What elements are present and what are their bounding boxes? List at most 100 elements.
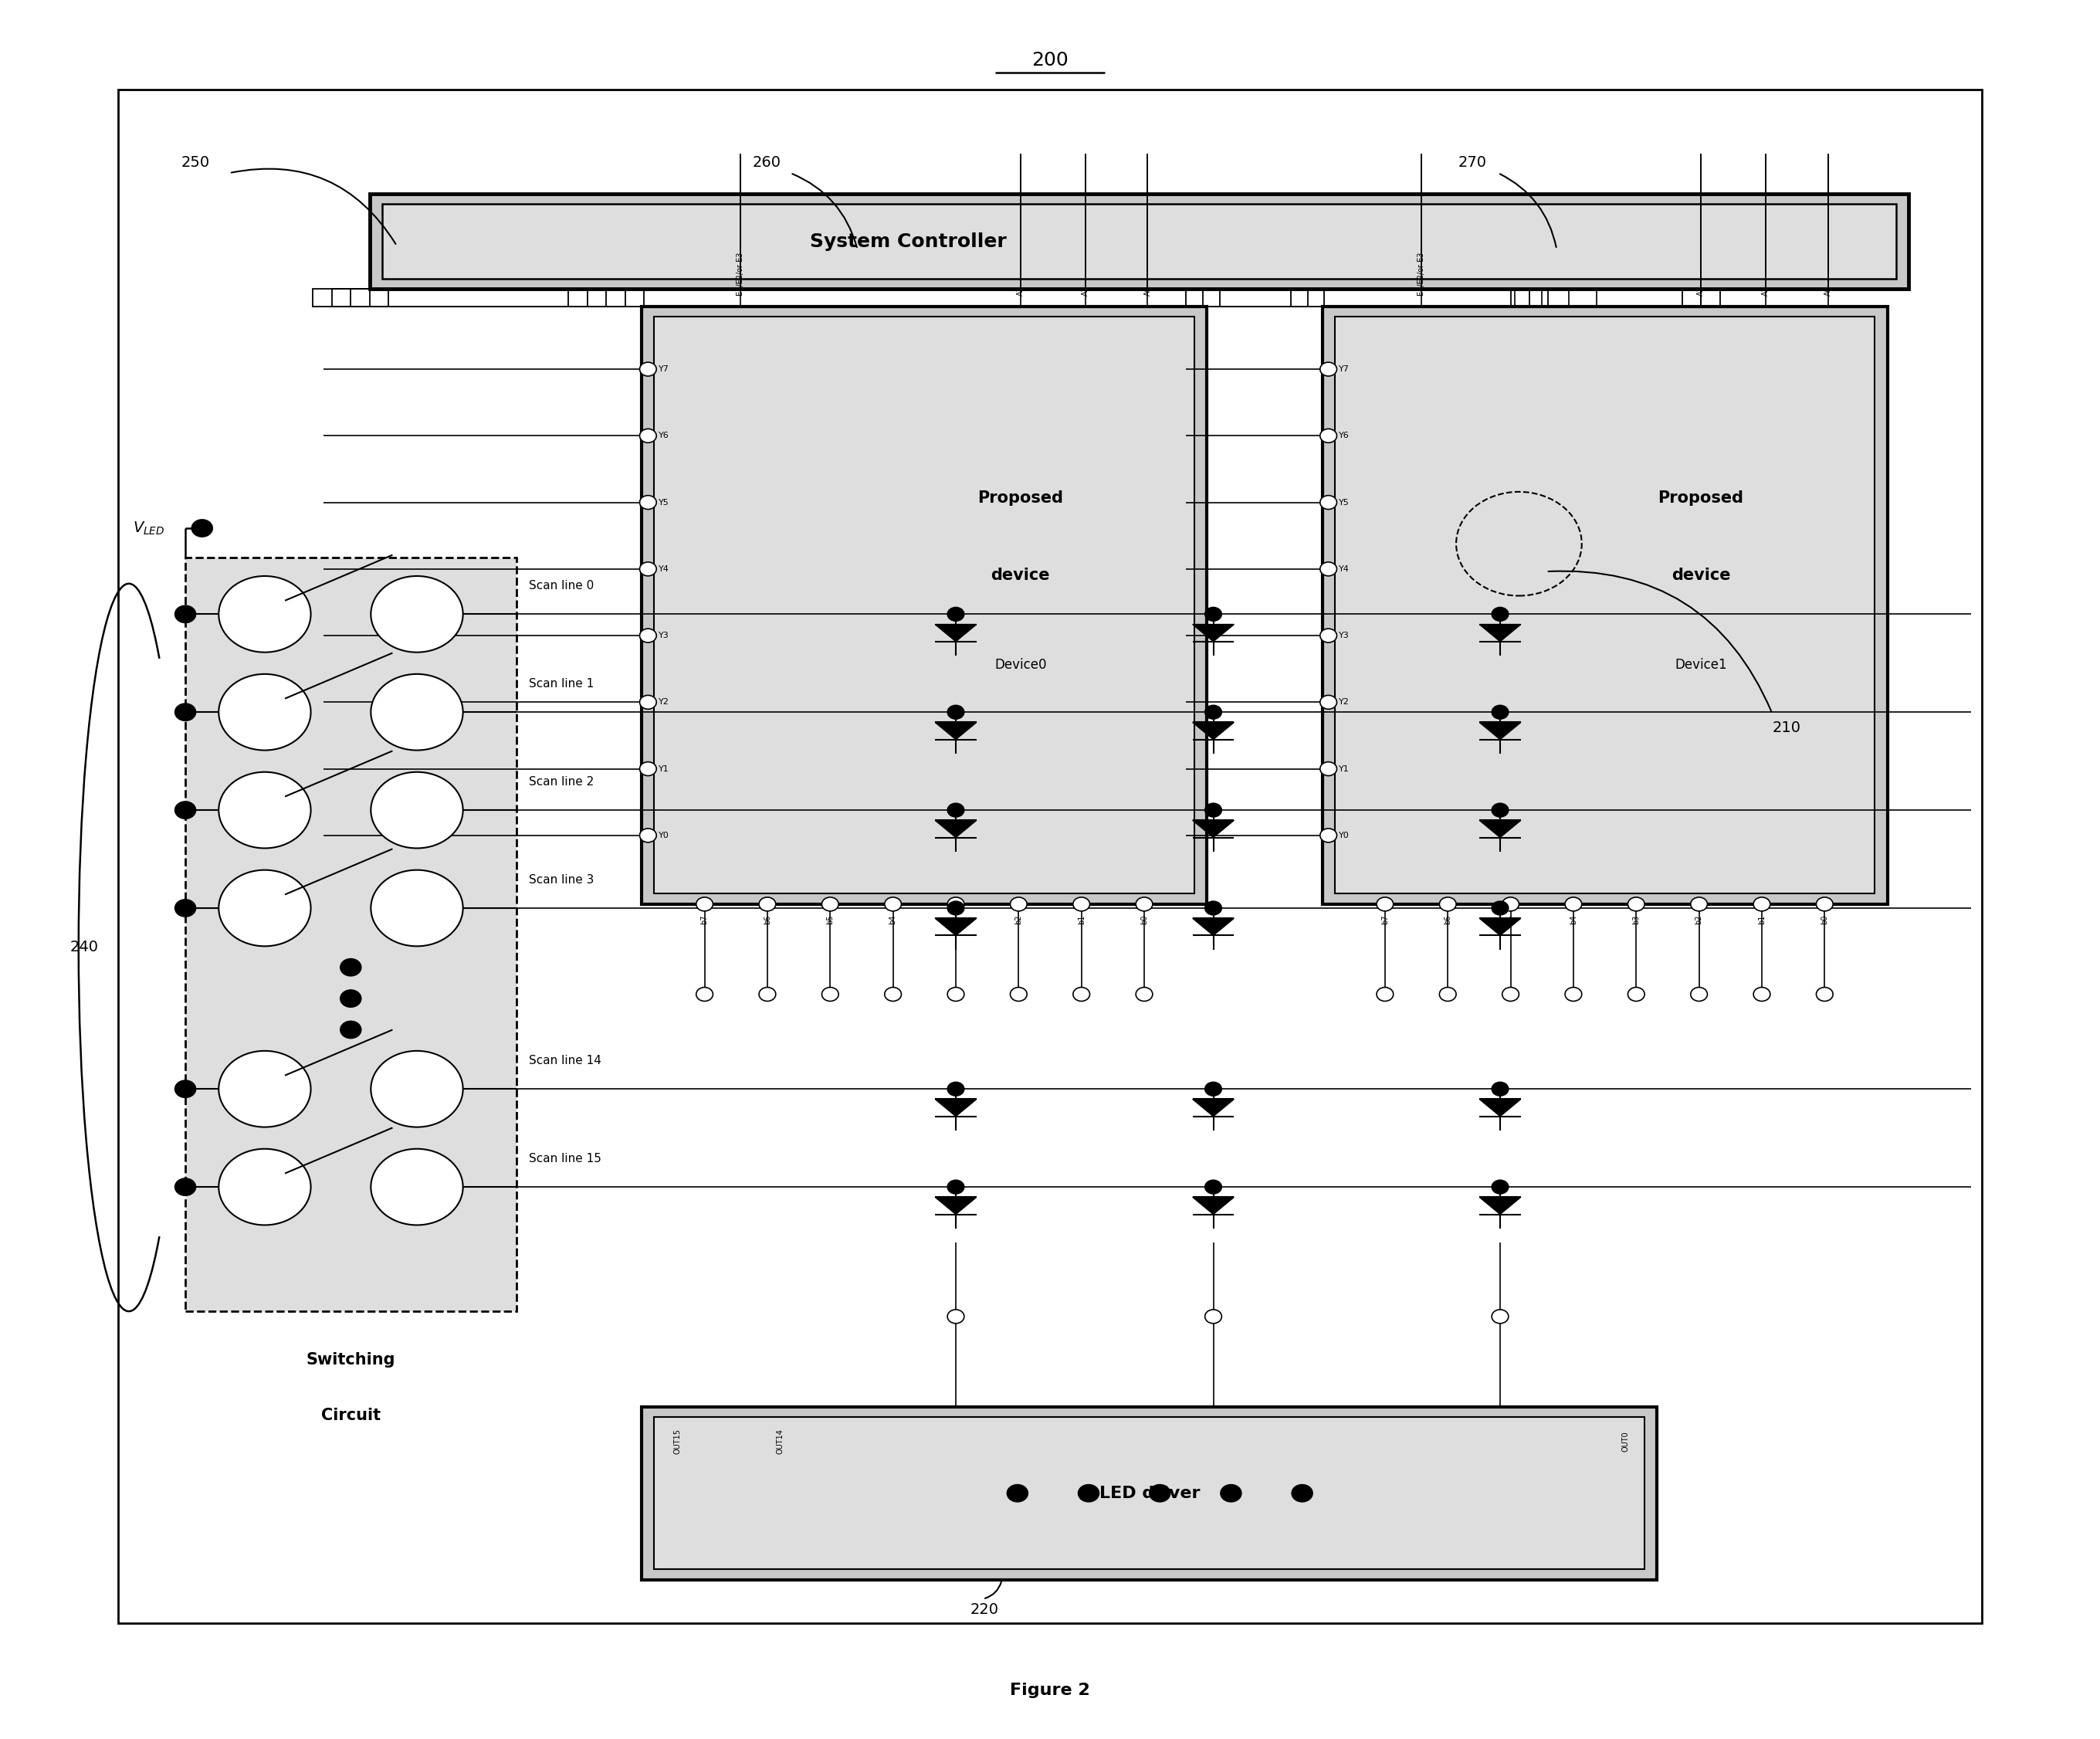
Text: A0: A0 — [1145, 287, 1151, 296]
Circle shape — [1628, 897, 1644, 911]
Text: b3: b3 — [951, 915, 960, 923]
Text: Scan line 14: Scan line 14 — [529, 1056, 601, 1066]
Text: 270: 270 — [1457, 155, 1487, 170]
Circle shape — [1491, 1082, 1508, 1096]
Circle shape — [191, 520, 212, 537]
Bar — [185, 558, 517, 1311]
Bar — [1203, 289, 1308, 306]
Circle shape — [1220, 1485, 1241, 1502]
Bar — [1220, 289, 1292, 306]
Circle shape — [884, 897, 901, 911]
Bar — [655, 316, 1195, 894]
Circle shape — [372, 1149, 462, 1224]
Circle shape — [1565, 988, 1581, 1002]
Circle shape — [1321, 762, 1338, 776]
Bar — [1186, 289, 1325, 306]
Text: b7: b7 — [701, 915, 708, 923]
Bar — [370, 289, 588, 306]
Bar — [382, 203, 1896, 278]
Circle shape — [1690, 988, 1707, 1002]
Circle shape — [640, 828, 657, 842]
Circle shape — [640, 562, 657, 576]
Bar — [1336, 316, 1875, 894]
Text: Figure 2: Figure 2 — [1010, 1683, 1090, 1699]
Text: b1: b1 — [1077, 915, 1086, 923]
Polygon shape — [1193, 722, 1235, 739]
Circle shape — [1502, 988, 1518, 1002]
Polygon shape — [1193, 1196, 1235, 1214]
Circle shape — [1378, 988, 1392, 1002]
Circle shape — [697, 988, 712, 1002]
Bar — [388, 289, 569, 306]
Circle shape — [372, 1050, 462, 1127]
Circle shape — [218, 675, 311, 750]
Circle shape — [1754, 988, 1770, 1002]
Text: Device0: Device0 — [995, 657, 1046, 671]
Circle shape — [1321, 630, 1338, 642]
Text: OUT14: OUT14 — [777, 1428, 783, 1454]
Circle shape — [1321, 496, 1338, 510]
Text: 240: 240 — [69, 941, 99, 955]
Circle shape — [1491, 1309, 1508, 1323]
Circle shape — [640, 496, 657, 510]
Circle shape — [1149, 1485, 1170, 1502]
Circle shape — [1136, 988, 1153, 1002]
Circle shape — [1321, 696, 1338, 710]
Circle shape — [1817, 988, 1833, 1002]
Circle shape — [640, 630, 657, 642]
Text: device: device — [1672, 567, 1730, 583]
Text: Scan line 0: Scan line 0 — [529, 581, 594, 591]
Circle shape — [1073, 897, 1090, 911]
Text: Y2: Y2 — [659, 699, 670, 706]
Text: Scan line 3: Scan line 3 — [529, 875, 594, 885]
Text: LED driver: LED driver — [1098, 1485, 1199, 1501]
Text: A2: A2 — [1082, 287, 1090, 296]
Circle shape — [1205, 803, 1222, 817]
Bar — [1323, 306, 1888, 904]
Circle shape — [1010, 897, 1027, 911]
Polygon shape — [935, 722, 977, 739]
Circle shape — [1438, 988, 1455, 1002]
Text: A3: A3 — [1016, 287, 1025, 296]
Polygon shape — [1478, 624, 1520, 642]
Circle shape — [947, 901, 964, 915]
Circle shape — [640, 362, 657, 376]
Text: b6: b6 — [1445, 915, 1451, 923]
Polygon shape — [1193, 624, 1235, 642]
Polygon shape — [935, 1196, 977, 1214]
Circle shape — [1077, 1485, 1098, 1502]
Text: E1/E2/or E3: E1/E2/or E3 — [737, 252, 746, 296]
Text: A2: A2 — [1762, 287, 1770, 296]
Polygon shape — [935, 918, 977, 936]
Text: Y1: Y1 — [659, 765, 670, 772]
Circle shape — [884, 988, 901, 1002]
Circle shape — [1010, 988, 1027, 1002]
Text: Y7: Y7 — [659, 365, 670, 374]
Circle shape — [1205, 607, 1222, 621]
Circle shape — [640, 430, 657, 443]
Circle shape — [1321, 362, 1338, 376]
Text: 260: 260 — [752, 155, 781, 170]
Bar — [370, 193, 1909, 289]
Text: Y4: Y4 — [659, 565, 670, 572]
Circle shape — [1205, 1181, 1222, 1195]
Text: b7: b7 — [1382, 915, 1388, 923]
Circle shape — [1491, 706, 1508, 718]
Text: Y0: Y0 — [659, 831, 670, 840]
Bar — [1548, 289, 1682, 306]
Polygon shape — [1478, 722, 1520, 739]
Circle shape — [174, 1080, 195, 1097]
Circle shape — [1321, 430, 1338, 443]
Text: b0: b0 — [1140, 915, 1149, 923]
Text: Y5: Y5 — [1340, 499, 1350, 506]
Circle shape — [372, 576, 462, 652]
Text: b6: b6 — [764, 915, 771, 923]
Circle shape — [758, 988, 775, 1002]
Circle shape — [1817, 897, 1833, 911]
Bar — [643, 1407, 1657, 1579]
Circle shape — [758, 897, 775, 911]
Circle shape — [1502, 897, 1518, 911]
Circle shape — [174, 1179, 195, 1196]
Text: A0: A0 — [1825, 287, 1831, 296]
Circle shape — [174, 899, 195, 916]
